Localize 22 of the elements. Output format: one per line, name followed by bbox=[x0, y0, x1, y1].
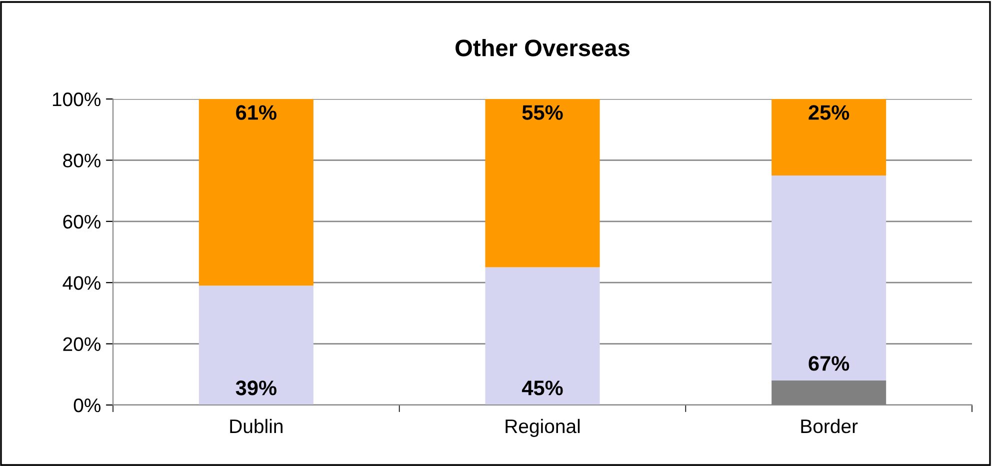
bar bbox=[198, 99, 314, 286]
data-label: 45% bbox=[522, 380, 563, 396]
data-label: 61% bbox=[236, 105, 276, 120]
bar bbox=[485, 267, 600, 405]
bar bbox=[198, 286, 314, 405]
y-tick-label: 60% bbox=[63, 214, 101, 229]
bar bbox=[772, 99, 886, 176]
bar bbox=[485, 99, 600, 268]
x-tick-label: Dublin bbox=[230, 418, 282, 434]
data-label: 67% bbox=[808, 356, 850, 371]
y-tick-label: 100% bbox=[52, 92, 101, 106]
data-label: 55% bbox=[522, 105, 563, 120]
x-tick-label: Regional bbox=[506, 418, 580, 438]
data-label: 39% bbox=[236, 380, 276, 396]
y-tick-label: 20% bbox=[63, 337, 101, 352]
x-tick-label: Border bbox=[801, 418, 858, 434]
chart-title: Other Overseas bbox=[456, 38, 630, 56]
data-label: 25% bbox=[808, 105, 850, 120]
y-tick-label: 40% bbox=[62, 276, 101, 290]
y-tick-label: 80% bbox=[63, 154, 101, 168]
bar bbox=[772, 176, 886, 381]
y-tick-label: 0% bbox=[74, 398, 101, 412]
